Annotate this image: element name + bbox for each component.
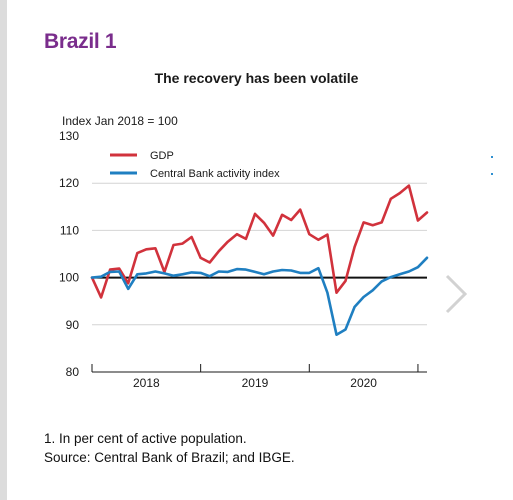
chevron-right-icon — [445, 274, 468, 314]
series-line-gdp — [90, 184, 429, 299]
gridlines — [92, 182, 427, 326]
chart-title: The recovery has been volatile — [154, 70, 359, 86]
next-slide-arrow[interactable] — [438, 272, 472, 316]
axis-ticks: 80 90 100 110 120 130 2018 2019 2020 — [59, 129, 419, 390]
y-tick-label: 110 — [60, 223, 79, 237]
footnote-source: Source: Central Bank of Brazil; and IBGE… — [44, 450, 295, 465]
y-tick-label: 90 — [66, 318, 80, 332]
y-tick-label: 100 — [59, 271, 79, 285]
edge-marker — [491, 173, 493, 175]
series-line-central-bank-activity-index — [90, 256, 429, 337]
series-lines — [90, 184, 429, 337]
footnote-note: 1. In per cent of active population. — [44, 431, 247, 446]
left-edge-bar — [0, 0, 7, 500]
x-tick-label: 2020 — [350, 376, 377, 390]
legend-label: Central Bank activity index — [150, 168, 280, 180]
y-tick-label: 130 — [59, 129, 79, 143]
axes — [92, 276, 427, 373]
legend: GDP Central Bank activity index — [110, 150, 280, 180]
x-tick-label: 2018 — [133, 376, 160, 390]
y-tick-label: 120 — [59, 176, 79, 190]
y-axis-unit-label: Index Jan 2018 = 100 — [62, 114, 178, 128]
y-tick-label: 80 — [66, 365, 80, 379]
x-tick-label: 2019 — [242, 376, 269, 390]
footnote: 1. In per cent of active population. Sou… — [44, 429, 295, 467]
figure-title: Brazil 1 — [44, 30, 117, 53]
legend-label: GDP — [150, 150, 174, 162]
edge-marker — [491, 156, 493, 158]
